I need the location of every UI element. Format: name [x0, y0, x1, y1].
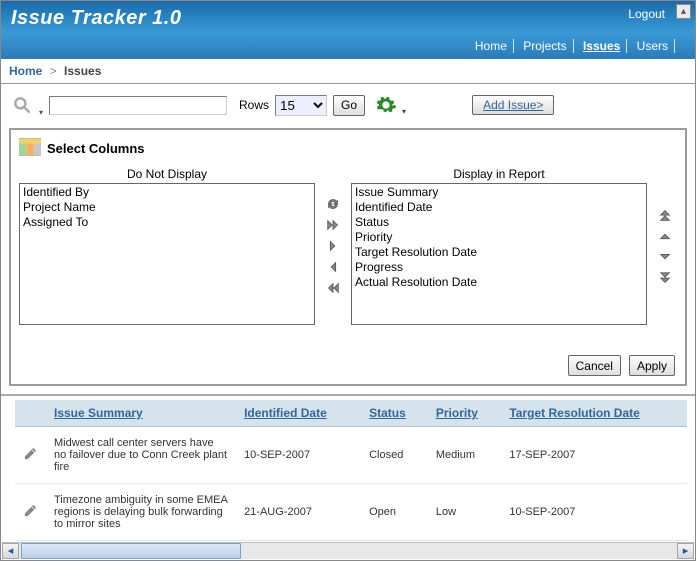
app-title: Issue Tracker 1.0 [11, 7, 181, 30]
col-priority[interactable]: Priority [428, 400, 502, 427]
search-icon[interactable] [9, 92, 35, 118]
rows-select[interactable]: 15 [275, 95, 327, 116]
list-item[interactable]: Priority [354, 230, 644, 245]
order-buttons [653, 167, 677, 325]
col-edit [15, 400, 46, 427]
columns-icon [19, 138, 41, 159]
display-in-report-label: Display in Report [351, 167, 647, 181]
list-item[interactable]: Project Name [22, 200, 312, 215]
apply-button[interactable]: Apply [629, 355, 675, 376]
move-up-button[interactable] [656, 228, 674, 244]
move-left-button[interactable] [324, 259, 342, 275]
go-button[interactable]: Go [333, 95, 365, 116]
actions-dropdown-caret[interactable]: ▾ [402, 107, 406, 116]
nav-users[interactable]: Users [631, 39, 675, 53]
list-item[interactable]: Identified By [22, 185, 312, 200]
do-not-display-label: Do Not Display [19, 167, 315, 181]
breadcrumb-sep: > [46, 64, 61, 78]
list-item[interactable]: Issue Summary [354, 185, 644, 200]
breadcrumb: Home > Issues [1, 59, 695, 84]
cell-summary: Timezone ambiguity in some EMEA regions … [46, 484, 236, 541]
logout-link[interactable]: Logout [628, 7, 665, 21]
select-columns-panel: Select Columns Do Not Display Identified… [9, 128, 687, 386]
panel-actions: Cancel Apply [568, 355, 675, 376]
horizontal-scrollbar[interactable]: ◂ ▸ [2, 542, 694, 559]
panel-title-row: Select Columns [19, 138, 677, 159]
list-item[interactable]: Status [354, 215, 644, 230]
rows-label: Rows [239, 98, 269, 112]
issues-tbody: Midwest call center servers have no fail… [15, 427, 687, 541]
move-down-button[interactable] [656, 249, 674, 265]
edit-row-icon[interactable] [15, 484, 46, 541]
display-in-report-list[interactable]: Issue SummaryIdentified DateStatusPriori… [351, 183, 647, 325]
col-issue-summary[interactable]: Issue Summary [46, 400, 236, 427]
nav-issues[interactable]: Issues [577, 39, 627, 53]
scrollbar-thumb[interactable] [21, 543, 241, 559]
move-bottom-button[interactable] [656, 270, 674, 286]
search-input[interactable] [49, 96, 227, 115]
cell-priority: Low [428, 484, 502, 541]
table-row: Midwest call center servers have no fail… [15, 427, 687, 484]
nav-home[interactable]: Home [469, 39, 514, 53]
move-buttons [321, 167, 345, 325]
refresh-button[interactable] [324, 196, 342, 212]
cell-identified: 10-SEP-2007 [236, 427, 361, 484]
actions-gear-icon[interactable] [375, 94, 397, 116]
cell-status: Closed [361, 427, 428, 484]
edit-row-icon[interactable] [15, 427, 46, 484]
col-target-date[interactable]: Target Resolution Date [501, 400, 687, 427]
cell-target: 10-SEP-2007 [501, 484, 687, 541]
col-status[interactable]: Status [361, 400, 428, 427]
move-right-button[interactable] [324, 238, 342, 254]
header-bar: Issue Tracker 1.0 Logout ▴ Home Projects… [1, 1, 695, 59]
move-top-button[interactable] [656, 207, 674, 223]
list-item[interactable]: Actual Resolution Date [354, 275, 644, 290]
cell-identified: 21-AUG-2007 [236, 484, 361, 541]
list-item[interactable]: Identified Date [354, 200, 644, 215]
toolbar: ▾ Rows 15 Go ▾ Add Issue> [1, 84, 695, 126]
nav-projects[interactable]: Projects [517, 39, 573, 53]
panel-title: Select Columns [47, 141, 145, 156]
col-identified-date[interactable]: Identified Date [236, 400, 361, 427]
list-item[interactable]: Target Resolution Date [354, 245, 644, 260]
breadcrumb-root[interactable]: Home [9, 64, 42, 78]
scrollbar-up-button[interactable]: ▴ [676, 4, 691, 19]
cell-status: Open [361, 484, 428, 541]
issues-table-region: Issue Summary Identified Date Status Pri… [1, 394, 695, 541]
do-not-display-list[interactable]: Identified ByProject NameAssigned To [19, 183, 315, 325]
scrollbar-left-button[interactable]: ◂ [2, 543, 19, 559]
breadcrumb-current: Issues [64, 64, 101, 78]
cell-summary: Midwest call center servers have no fail… [46, 427, 236, 484]
cell-priority: Medium [428, 427, 502, 484]
move-all-right-button[interactable] [324, 217, 342, 233]
search-dropdown-caret[interactable]: ▾ [39, 108, 43, 117]
list-item[interactable]: Progress [354, 260, 644, 275]
move-all-left-button[interactable] [324, 280, 342, 296]
cancel-button[interactable]: Cancel [568, 355, 621, 376]
column-shuttle: Do Not Display Identified ByProject Name… [19, 167, 677, 325]
scrollbar-track[interactable] [241, 543, 677, 559]
add-issue-button[interactable]: Add Issue> [472, 95, 554, 115]
main-nav: Home Projects Issues Users [469, 39, 675, 53]
scrollbar-right-button[interactable]: ▸ [677, 543, 694, 559]
list-item[interactable]: Assigned To [22, 215, 312, 230]
table-row: Timezone ambiguity in some EMEA regions … [15, 484, 687, 541]
cell-target: 17-SEP-2007 [501, 427, 687, 484]
issues-table: Issue Summary Identified Date Status Pri… [15, 400, 687, 541]
